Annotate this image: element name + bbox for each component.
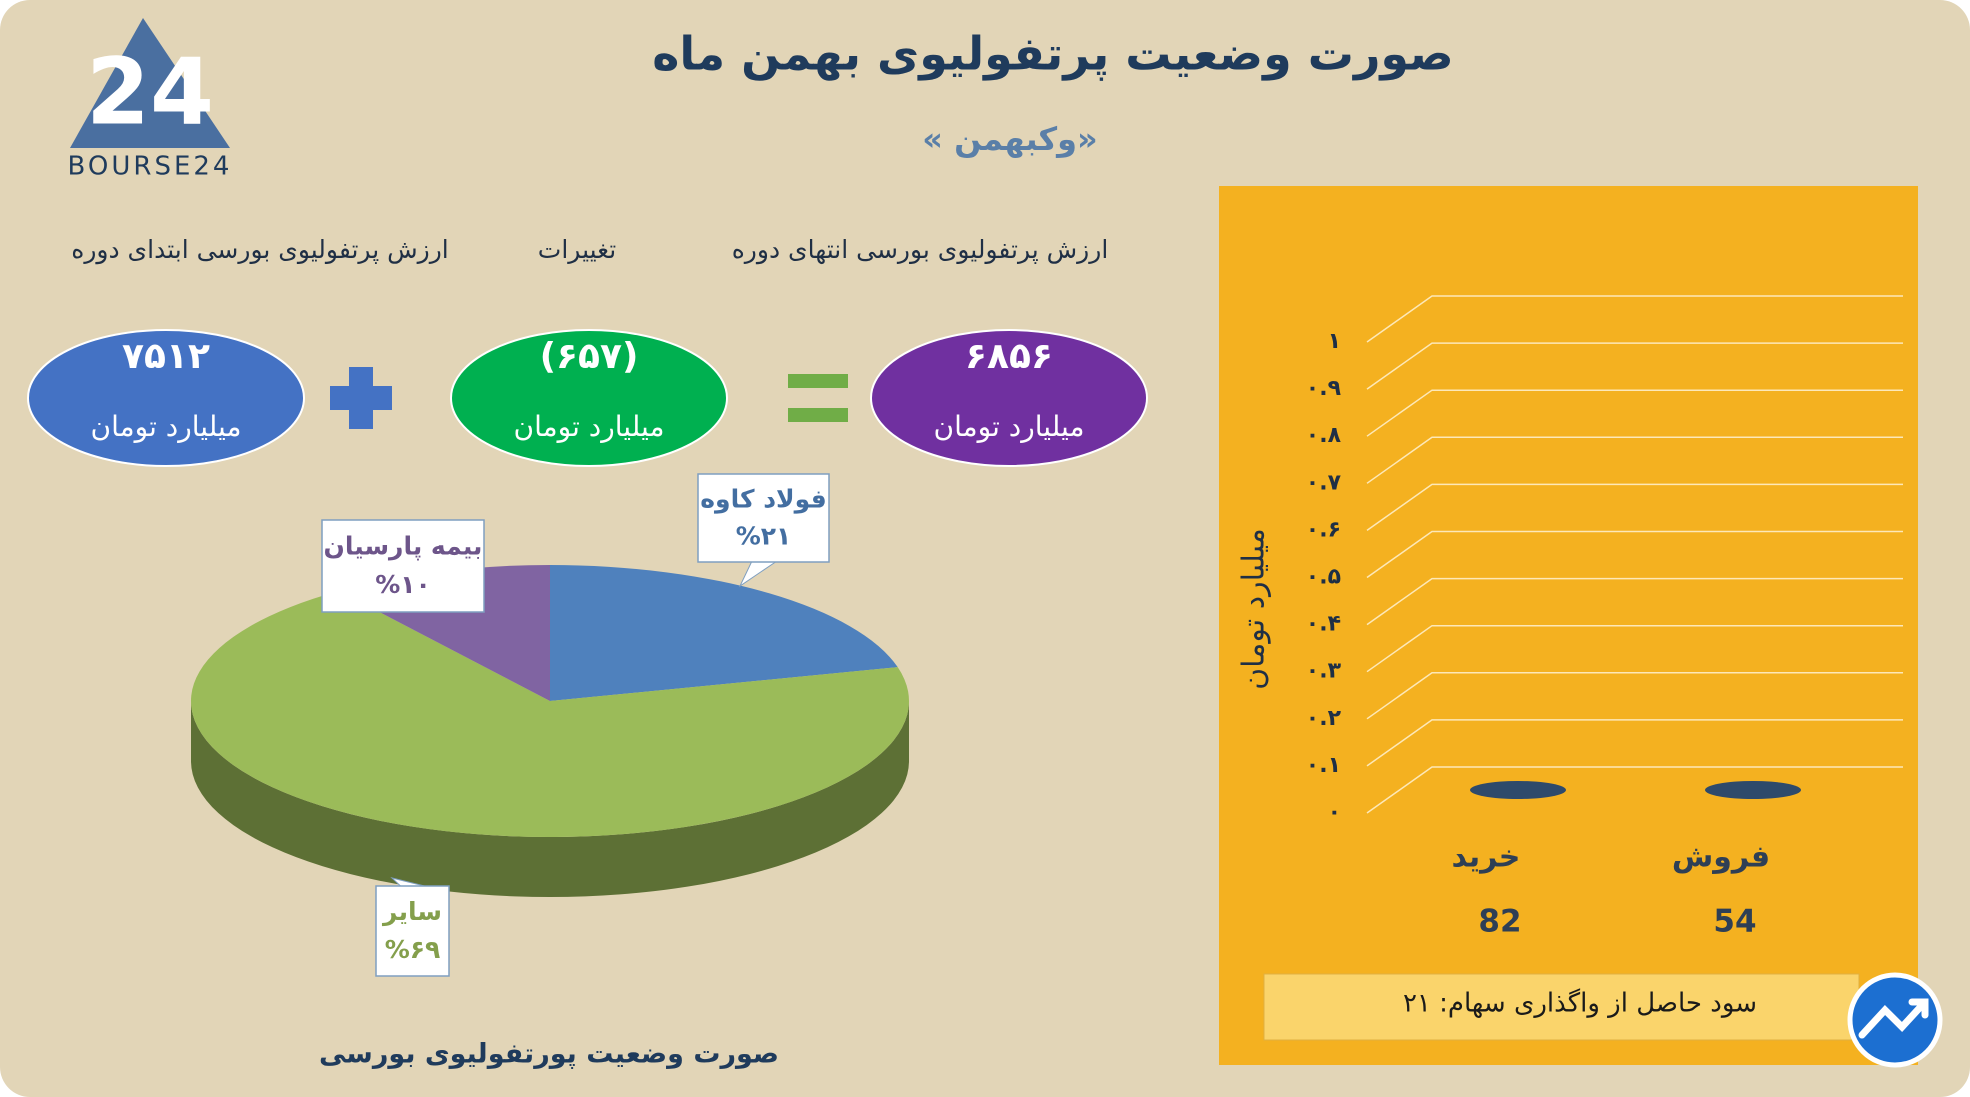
y-tick-label: ۰.۶ xyxy=(1306,517,1341,542)
equation-amount: ۷۵۱۲ xyxy=(122,336,210,377)
equation-ellipse xyxy=(870,329,1148,467)
equals-sign xyxy=(788,408,848,422)
y-tick-label: ۰.۷ xyxy=(1306,470,1342,495)
grid-line xyxy=(1366,530,1903,579)
bar xyxy=(1705,781,1801,799)
x-tick-label: خرید xyxy=(1452,840,1521,875)
y-tick-label: ۰.۱ xyxy=(1306,753,1341,778)
equation-amount: (۶۵۷) xyxy=(540,336,639,377)
grid-line xyxy=(1366,672,1903,720)
callout-box xyxy=(375,885,450,977)
grid-line xyxy=(1366,342,1903,390)
subtitle: «وکبهمن » xyxy=(922,120,1097,158)
callout-box xyxy=(321,519,485,613)
y-tick-label: ۰.۸ xyxy=(1306,423,1342,448)
slice-value-label: %۲۱ xyxy=(736,521,792,550)
pie-side xyxy=(191,701,909,897)
pie-slice xyxy=(191,590,910,837)
equation-ellipse xyxy=(27,329,305,467)
slice-label: فولاد کاوه xyxy=(700,484,826,514)
logo-mark: 24 xyxy=(86,38,214,145)
grid-line xyxy=(1366,766,1903,814)
y-tick-label: ۰.۹ xyxy=(1306,376,1341,401)
y-tick-label: ۰.۳ xyxy=(1306,659,1342,684)
bar xyxy=(1470,781,1566,799)
note: سود حاصل از واگذاری سهام: ۲۱ xyxy=(1403,988,1757,1019)
equation-unit: میلیارد تومان xyxy=(514,410,665,443)
grid-line xyxy=(1366,483,1903,532)
equation-label: ارزش پرتفولیوی بورسی انتهای دوره xyxy=(732,235,1109,265)
slice-label: بیمه پارسیان xyxy=(324,532,483,561)
icon-arrow xyxy=(1858,998,1929,1039)
y-tick-label: ۰.۵ xyxy=(1306,565,1341,590)
y-tick-label: ۱ xyxy=(1328,329,1341,354)
y-tick-label: ۰ xyxy=(1328,800,1341,825)
slice-label: سایر xyxy=(381,897,442,927)
grid-line xyxy=(1366,436,1903,484)
equation-ellipse xyxy=(450,329,728,467)
x-tick-label: فروش xyxy=(1672,840,1770,875)
grid-line xyxy=(1366,624,1903,673)
grid-line xyxy=(1366,719,1903,767)
pie-slice xyxy=(550,565,898,701)
y-tick-label: ۰.۴ xyxy=(1306,612,1341,637)
equals-sign xyxy=(788,374,848,388)
equation-amount: ۶۸۵۶ xyxy=(965,336,1053,377)
count-label: 82 xyxy=(1478,904,1521,940)
pie-title: صورت وضعیت پورتفولیوی بورسی xyxy=(319,1039,779,1070)
equation-unit: میلیارد تومان xyxy=(934,410,1085,443)
grid-line xyxy=(1366,577,1903,626)
grid-line xyxy=(1366,389,1903,437)
callout-box xyxy=(697,473,830,563)
equation-unit: میلیارد تومان xyxy=(91,410,242,443)
equation-label: تغییرات xyxy=(538,235,616,264)
count-label: 54 xyxy=(1713,904,1756,940)
equation-label: ارزش پرتفولیوی بورسی ابتدای دوره xyxy=(71,235,449,265)
grid-line xyxy=(1366,295,1903,343)
y-axis-label: میلیارد تومان xyxy=(1237,528,1272,690)
note-box xyxy=(1263,973,1860,1041)
logo-triangle xyxy=(70,18,230,148)
slice-value-label: %۶۹ xyxy=(385,935,441,964)
slice-value-label: %۱۰ xyxy=(375,570,431,599)
y-tick-label: ۰.۲ xyxy=(1306,706,1342,731)
logo-text: BOURSE24 xyxy=(68,152,233,182)
plus-sign xyxy=(349,367,373,429)
title: صورت وضعیت پرتفولیوی بهمن ماه xyxy=(652,27,1453,82)
